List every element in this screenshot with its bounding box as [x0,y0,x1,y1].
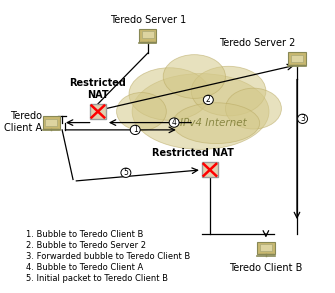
Text: 4. Bubble to Teredo Client A: 4. Bubble to Teredo Client A [26,263,144,272]
Ellipse shape [132,74,269,149]
Bar [202,162,218,177]
Bar [90,104,106,119]
Text: 1. Bubble to Teredo Client B: 1. Bubble to Teredo Client B [26,230,144,239]
Bar [139,29,156,42]
Bar [257,241,275,254]
Text: 1: 1 [133,125,138,134]
Text: 4: 4 [172,118,177,127]
Ellipse shape [163,54,225,98]
Text: Teredo Server 2: Teredo Server 2 [219,38,295,48]
Ellipse shape [129,68,210,120]
Ellipse shape [191,66,266,116]
Text: 2. Bubble to Teredo Server 2: 2. Bubble to Teredo Server 2 [26,241,146,250]
Text: 5. Initial packet to Teredo Client B: 5. Initial packet to Teredo Client B [26,274,169,283]
Bar [43,116,60,129]
Bar [45,119,57,126]
Text: 3: 3 [300,114,305,123]
Circle shape [203,95,213,105]
Ellipse shape [117,93,166,130]
Bar [288,52,306,65]
Circle shape [130,125,140,134]
Circle shape [297,114,308,123]
Text: Restricted
NAT: Restricted NAT [69,78,126,100]
Text: IPv4 Internet: IPv4 Internet [180,118,246,128]
Text: Teredo Client B: Teredo Client B [229,263,303,273]
Text: Teredo Server 1: Teredo Server 1 [110,15,186,25]
Bar [291,54,303,62]
Text: Teredo
Client A: Teredo Client A [4,111,42,132]
Circle shape [121,168,131,177]
Circle shape [169,118,179,127]
Bar [260,244,272,251]
Text: 5: 5 [124,168,128,177]
Text: 3. Forwarded bubble to Teredo Client B: 3. Forwarded bubble to Teredo Client B [26,252,191,261]
Bar [142,31,154,38]
Text: Restricted NAT: Restricted NAT [152,148,234,158]
Text: 2: 2 [206,95,211,104]
Ellipse shape [225,88,281,129]
Ellipse shape [173,103,260,144]
